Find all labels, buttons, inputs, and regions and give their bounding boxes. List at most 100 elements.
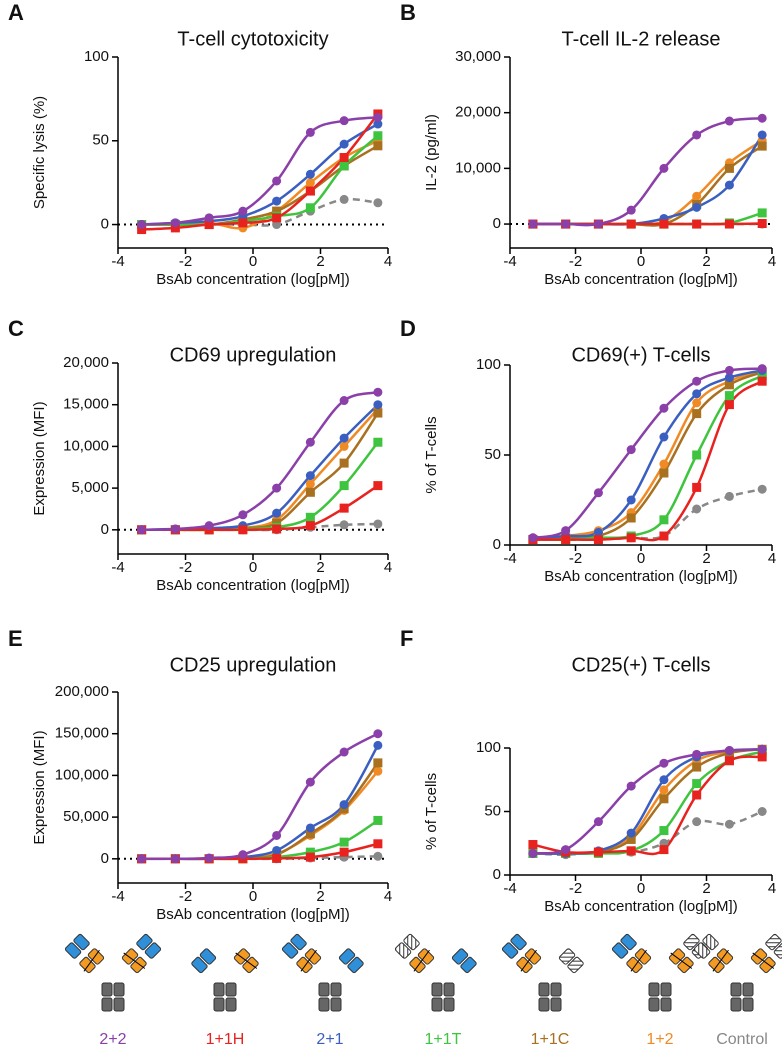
data-point [692,409,702,419]
x-tick-label: 2 [316,253,324,270]
y-tick-label: 100 [84,48,109,65]
data-point [757,752,767,762]
data-point [528,840,538,850]
y-tick-label: 100 [476,739,501,756]
heavy-chain [136,933,153,951]
x-tick-label: -4 [111,888,124,905]
antibody-icon [611,933,709,1012]
data-point [626,205,636,215]
data-point [692,219,702,229]
fc-domain [225,982,237,997]
data-point [339,520,349,530]
data-point [561,526,571,536]
panel-label: C [8,316,24,341]
fit-line [532,750,763,855]
data-point [305,521,315,531]
fab-domain [121,948,147,974]
data-point [659,403,669,413]
data-point [528,848,538,858]
x-tick-label: 0 [249,888,257,905]
data-point [692,191,702,201]
data-point [137,220,147,230]
data-point [170,854,180,864]
y-tick-label: 15,000 [63,396,109,413]
data-point [272,508,282,518]
data-point [339,747,349,757]
heavy-chain [394,942,412,959]
y-tick-label: 200,000 [55,683,109,700]
x-axis-label: BsAb concentration (log[pM]) [156,577,349,594]
heavy-chain [338,948,356,965]
light-chain [567,956,584,974]
legend-label: 1+2 [646,1031,673,1048]
data-point [373,387,383,397]
fab-domain [64,933,90,959]
fc-domain [443,982,455,997]
heavy-chain [191,956,208,974]
x-axis-label: BsAb concentration (log[pM]) [544,568,737,585]
light-chain [702,933,719,951]
fc-domain [550,997,562,1012]
chart-title: T-cell cytotoxicity [177,28,328,50]
data-point [339,503,349,513]
data-point [339,116,349,126]
fc-domain [730,997,742,1012]
data-point [724,163,734,173]
fab-domain [296,948,322,974]
crossover [235,952,258,969]
data-point [659,794,669,804]
data-point [339,396,349,406]
data-point [373,198,383,208]
data-point [170,524,180,534]
data-point [626,513,636,523]
data-point [305,437,315,447]
fit-line [141,122,379,226]
data-point [373,131,383,141]
crossover [520,949,537,972]
data-point [626,533,636,543]
y-axis-label: Expression (MFI) [31,730,48,844]
x-tick-label: 0 [637,550,645,567]
data-point [339,433,349,443]
heavy-chain [683,933,700,951]
x-tick-label: 2 [316,559,324,576]
data-point [272,196,282,206]
fab-domain [611,933,637,959]
fc-domain [113,982,125,997]
data-point [137,854,147,864]
crossover [712,949,729,972]
x-axis-label: BsAb concentration (log[pM]) [544,898,737,915]
legend-label: Control [716,1031,768,1048]
data-point [561,219,571,229]
data-point [626,834,636,844]
data-point [272,524,282,534]
data-point [305,847,315,857]
data-point [238,218,248,228]
data-point [757,807,767,816]
fc-domain [742,997,754,1012]
data-point [373,839,383,849]
light-chain [347,956,364,974]
data-point [659,845,669,855]
data-point [692,504,702,514]
panel-label: D [400,316,416,341]
data-point [724,756,734,766]
y-tick-label: 0 [101,521,109,538]
x-tick-label: -2 [179,559,192,576]
data-point [659,531,669,541]
data-point [339,837,349,847]
data-point [626,846,636,856]
data-point [626,445,636,455]
heavy-chain [693,942,711,959]
data-point [626,828,636,838]
crossover [123,952,146,969]
chart-title: CD69 upregulation [170,344,337,366]
data-point [659,468,669,478]
legend-label: 1+1C [531,1031,570,1048]
data-point [373,481,383,491]
data-point [272,830,282,840]
data-point [757,141,767,151]
data-point [593,488,603,498]
crossover [670,952,693,969]
data-point [626,219,636,229]
